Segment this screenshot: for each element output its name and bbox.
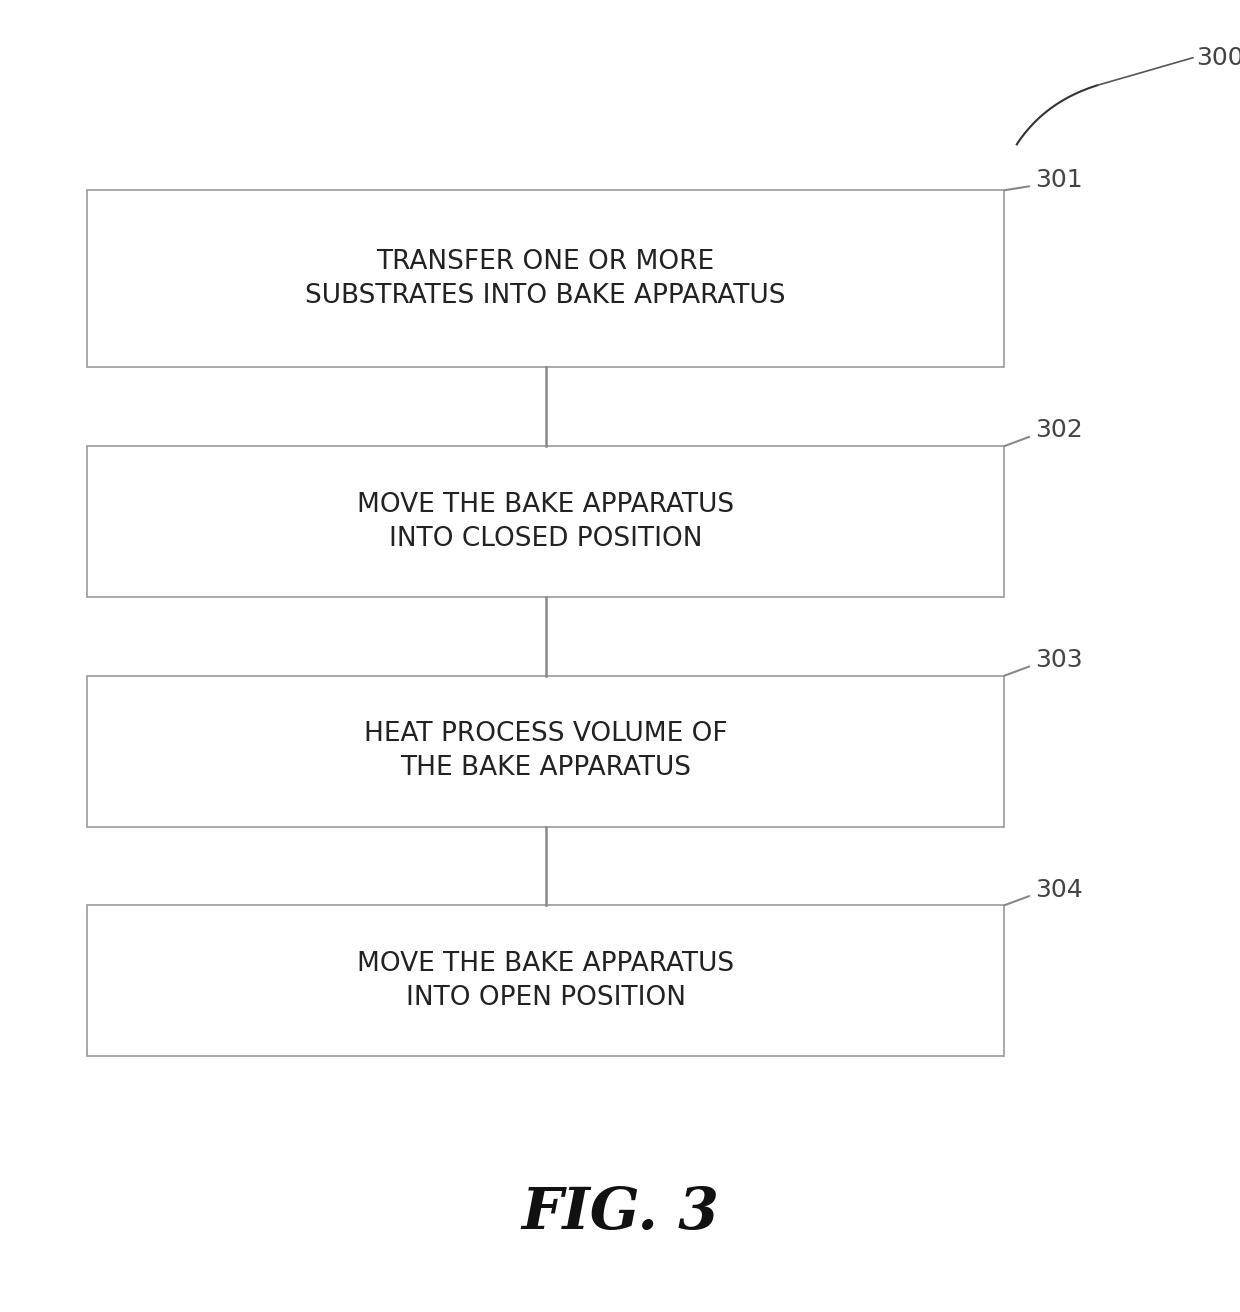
Bar — [87, 446, 1004, 597]
Text: 303: 303 — [1035, 648, 1083, 672]
Text: MOVE THE BAKE APPARATUS
INTO CLOSED POSITION: MOVE THE BAKE APPARATUS INTO CLOSED POSI… — [357, 492, 734, 551]
Text: MOVE THE BAKE APPARATUS
INTO OPEN POSITION: MOVE THE BAKE APPARATUS INTO OPEN POSITI… — [357, 951, 734, 1010]
Text: 302: 302 — [1035, 419, 1084, 442]
Text: HEAT PROCESS VOLUME OF
THE BAKE APPARATUS: HEAT PROCESS VOLUME OF THE BAKE APPARATU… — [363, 722, 728, 781]
Text: TRANSFER ONE OR MORE
SUBSTRATES INTO BAKE APPARATUS: TRANSFER ONE OR MORE SUBSTRATES INTO BAK… — [305, 249, 786, 308]
Text: 301: 301 — [1035, 168, 1083, 192]
Text: FIG. 3: FIG. 3 — [521, 1185, 719, 1242]
Bar — [87, 676, 1004, 827]
Text: 304: 304 — [1035, 878, 1084, 901]
Bar — [87, 190, 1004, 367]
Bar — [87, 905, 1004, 1056]
Text: 300: 300 — [1197, 46, 1240, 70]
